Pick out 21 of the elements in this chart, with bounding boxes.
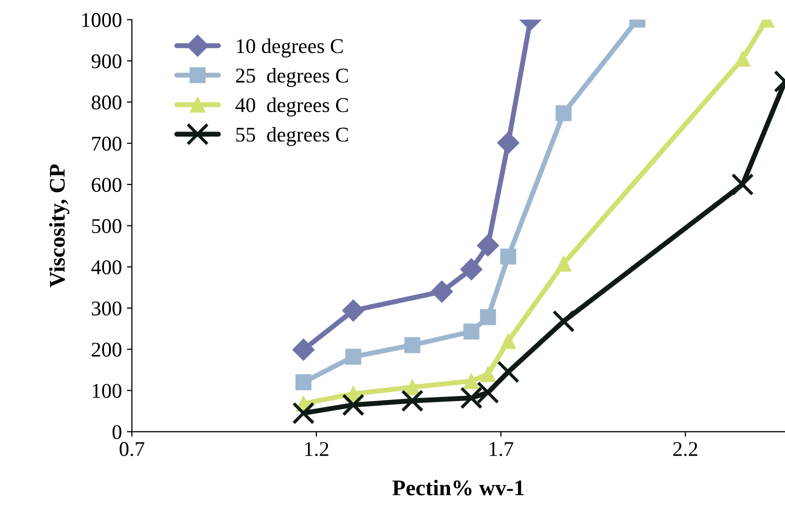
y-tick-label: 100 [92,384,122,398]
legend-label: 55 degrees C [236,127,348,146]
x-tick-label: 1.7 [490,442,514,456]
legend-label: 40 degrees C [235,98,348,116]
legend-label: 10 degrees C [236,38,343,58]
y-tick-label: 200 [92,342,122,357]
y-tick-label: 900 [92,54,122,68]
y-tick-label: 600 [92,178,122,192]
y-axis-title: Viscosity, CP [49,164,70,288]
x-axis-title: Pectin% wv-1 [392,480,524,496]
y-tick-label: 1000 [82,13,122,28]
y-tick-label: 800 [92,95,122,110]
legend-label: 25 degrees C [236,68,348,87]
y-tick-label: 0 [112,425,122,440]
y-tick-label: 400 [91,260,122,274]
y-tick-label: 300 [92,301,122,316]
x-tick-label: 1.2 [305,442,328,456]
x-tick-label: 0.7 [120,442,144,456]
y-tick-label: 700 [92,136,122,151]
y-tick-label: 500 [92,219,122,234]
x-tick-label: 2.2 [673,442,698,456]
